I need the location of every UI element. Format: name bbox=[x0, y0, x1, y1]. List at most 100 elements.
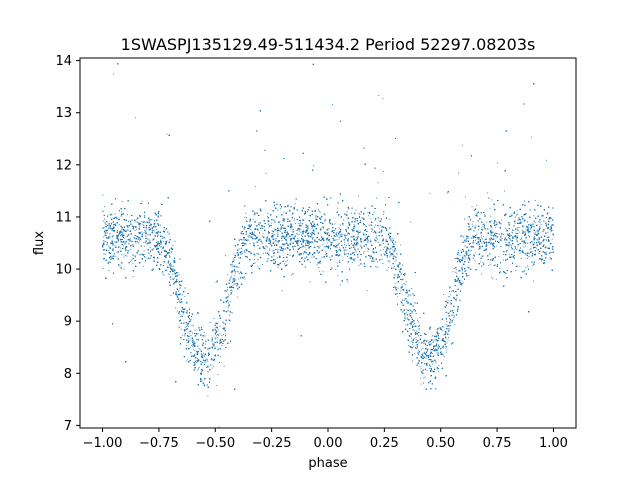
data-point bbox=[355, 209, 357, 211]
data-point bbox=[527, 265, 529, 267]
data-point bbox=[203, 331, 205, 333]
data-point bbox=[354, 258, 356, 260]
data-point bbox=[306, 244, 308, 246]
data-point bbox=[517, 213, 519, 215]
data-point bbox=[534, 241, 536, 243]
data-point bbox=[491, 276, 493, 278]
data-point bbox=[408, 313, 410, 315]
data-point bbox=[417, 321, 419, 323]
data-point bbox=[514, 249, 516, 251]
data-point bbox=[432, 363, 434, 365]
data-point bbox=[397, 287, 399, 289]
data-point bbox=[178, 274, 180, 275]
data-point bbox=[369, 257, 371, 259]
data-point bbox=[404, 318, 406, 320]
data-point bbox=[271, 233, 273, 234]
data-point bbox=[126, 214, 128, 216]
data-point bbox=[464, 241, 466, 243]
data-point bbox=[338, 247, 340, 249]
data-point bbox=[339, 248, 341, 250]
data-point bbox=[459, 258, 461, 260]
data-point bbox=[359, 216, 360, 218]
data-point bbox=[484, 214, 485, 216]
data-point bbox=[386, 256, 388, 258]
data-point bbox=[197, 333, 199, 335]
data-point bbox=[474, 255, 475, 257]
data-point bbox=[533, 232, 535, 234]
data-point bbox=[148, 238, 150, 240]
data-point bbox=[160, 224, 161, 226]
data-point bbox=[246, 217, 247, 219]
data-point bbox=[184, 296, 186, 298]
data-point bbox=[410, 340, 412, 342]
data-point bbox=[113, 73, 115, 75]
data-point bbox=[164, 229, 166, 231]
data-point bbox=[533, 280, 534, 282]
data-point bbox=[408, 344, 410, 346]
data-point bbox=[219, 325, 221, 327]
data-point bbox=[376, 197, 378, 199]
data-point bbox=[136, 229, 138, 231]
data-point bbox=[344, 244, 346, 246]
data-point bbox=[335, 268, 337, 270]
data-point bbox=[144, 214, 146, 216]
data-point bbox=[301, 246, 303, 248]
data-point bbox=[212, 348, 214, 350]
data-point bbox=[303, 251, 305, 253]
data-point bbox=[232, 278, 234, 280]
data-point bbox=[279, 246, 281, 248]
data-point bbox=[157, 241, 159, 243]
data-point bbox=[146, 238, 148, 240]
data-point bbox=[461, 270, 463, 272]
data-point bbox=[458, 269, 460, 271]
data-point bbox=[359, 230, 361, 232]
data-point bbox=[298, 233, 300, 235]
data-point bbox=[400, 300, 402, 302]
data-point bbox=[363, 217, 365, 219]
data-point bbox=[203, 355, 205, 357]
data-point bbox=[551, 229, 553, 231]
data-point bbox=[382, 249, 384, 250]
data-point bbox=[329, 248, 331, 250]
data-point bbox=[414, 352, 416, 354]
data-point bbox=[186, 345, 188, 346]
data-point bbox=[289, 254, 291, 256]
data-point bbox=[281, 290, 283, 292]
data-point bbox=[157, 214, 159, 216]
data-point bbox=[270, 240, 272, 242]
data-point bbox=[156, 233, 158, 235]
data-point bbox=[240, 253, 242, 255]
data-point bbox=[399, 263, 401, 265]
data-point bbox=[453, 291, 455, 293]
data-point bbox=[438, 365, 440, 367]
data-point bbox=[306, 241, 308, 243]
data-point bbox=[500, 236, 502, 238]
data-point bbox=[170, 294, 172, 296]
data-point bbox=[472, 220, 474, 222]
data-point bbox=[419, 365, 421, 367]
data-point bbox=[274, 228, 276, 230]
data-point bbox=[415, 313, 417, 315]
data-point bbox=[262, 247, 264, 249]
data-point bbox=[481, 273, 482, 275]
data-point bbox=[493, 222, 495, 224]
data-point bbox=[467, 266, 469, 268]
data-point bbox=[463, 236, 464, 238]
data-point bbox=[413, 326, 415, 327]
data-point bbox=[378, 231, 380, 233]
data-point bbox=[158, 241, 160, 243]
data-point bbox=[331, 242, 333, 244]
data-point bbox=[345, 253, 347, 255]
data-point bbox=[536, 230, 538, 232]
data-point bbox=[404, 316, 406, 318]
data-point bbox=[400, 267, 401, 269]
data-point bbox=[420, 377, 422, 379]
data-point bbox=[417, 352, 418, 354]
data-point bbox=[128, 221, 129, 223]
data-point bbox=[135, 117, 137, 119]
data-point bbox=[524, 232, 526, 234]
data-point bbox=[274, 229, 276, 231]
data-point bbox=[151, 219, 153, 221]
data-point bbox=[201, 370, 203, 372]
data-point bbox=[267, 223, 269, 225]
